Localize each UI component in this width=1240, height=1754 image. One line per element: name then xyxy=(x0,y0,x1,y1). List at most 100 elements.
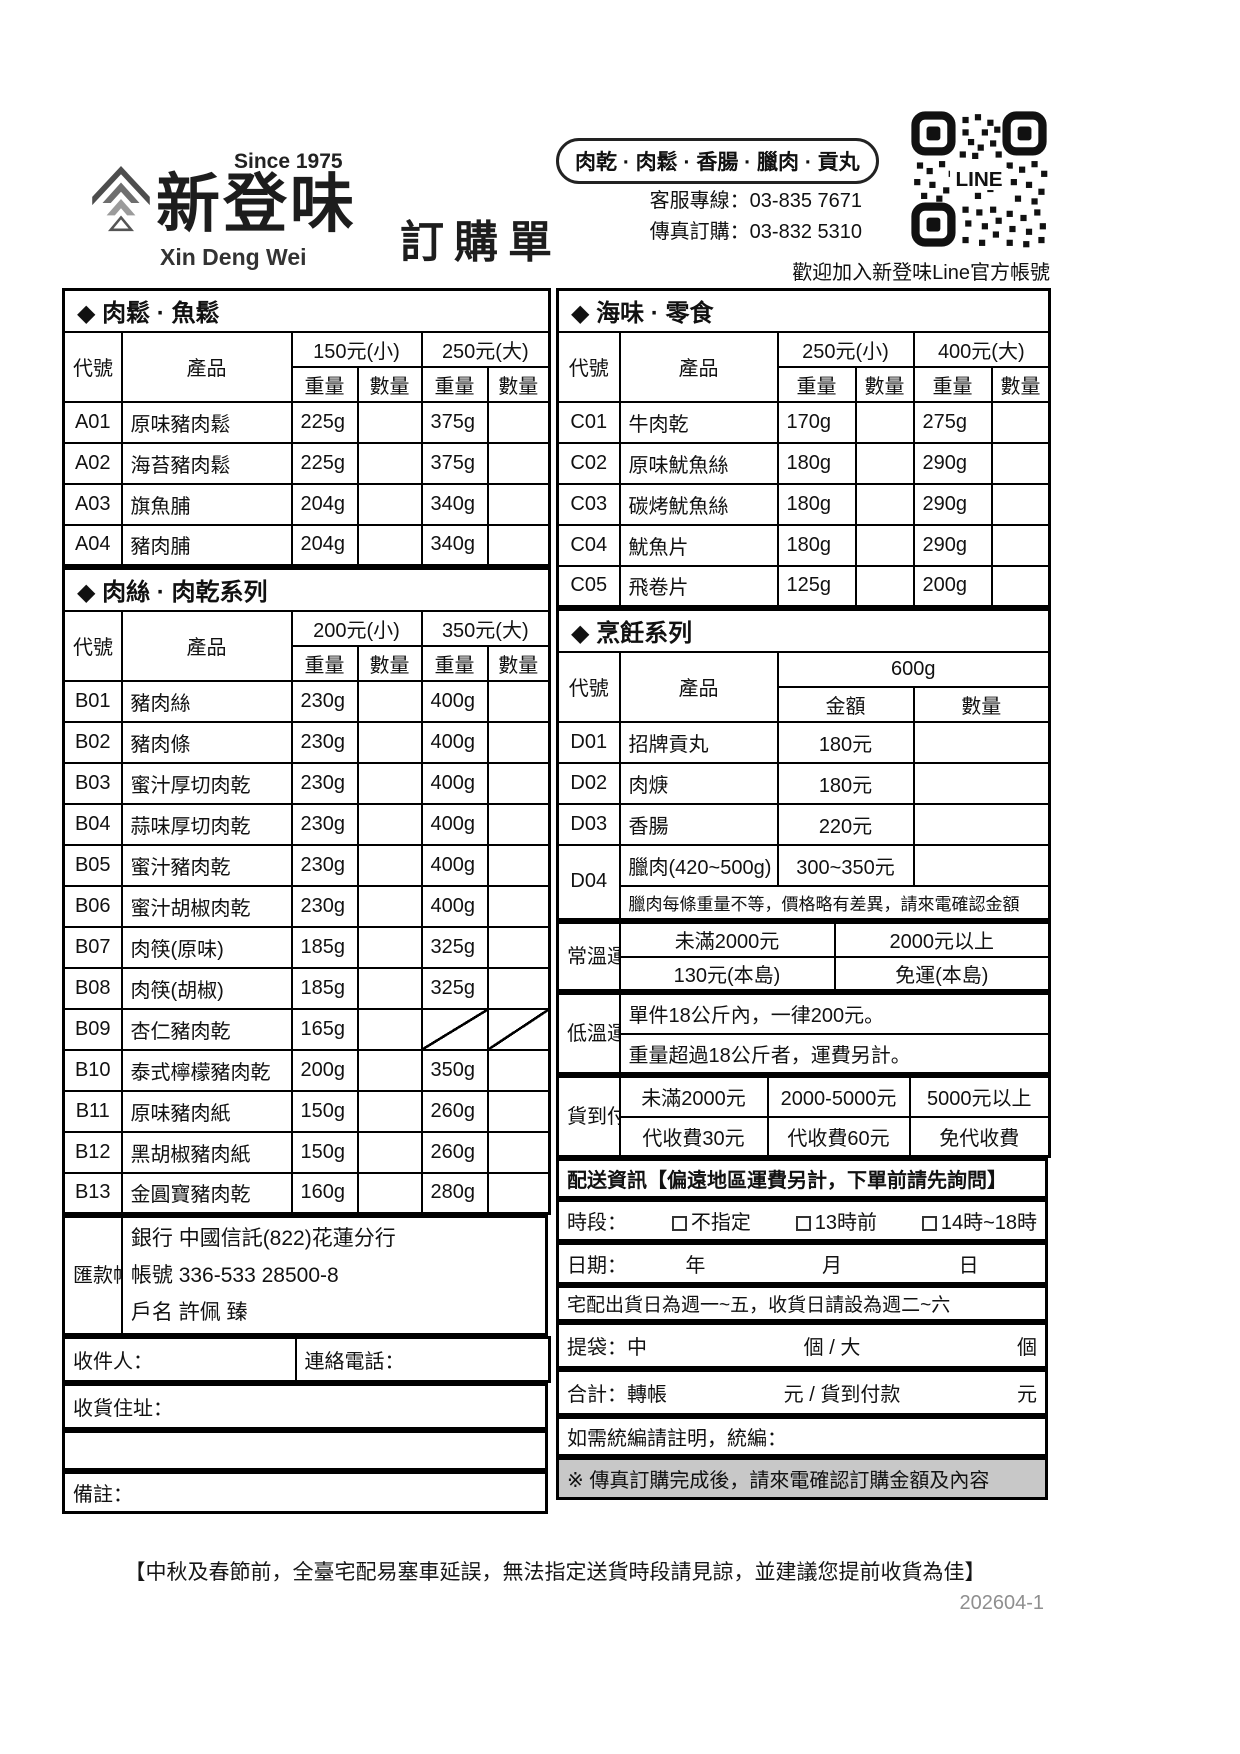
qty-small-cell[interactable] xyxy=(356,802,423,846)
weight-large-cell: 350g xyxy=(420,1048,489,1092)
qty-small-cell[interactable] xyxy=(356,1089,423,1133)
code-cell: D01 xyxy=(556,720,621,764)
qty-small-cell[interactable] xyxy=(356,1130,423,1174)
product-cell: 魷魚片 xyxy=(618,523,779,567)
header-price-small: 200元(小) xyxy=(290,609,423,647)
qty-cell[interactable] xyxy=(912,802,1051,846)
checkbox-before13[interactable] xyxy=(795,1216,811,1231)
normal-cond1: 未滿2000元 xyxy=(618,921,836,958)
qty-small-cell[interactable] xyxy=(356,400,423,444)
table-row: D04 臘肉(420~500g) 300~350元 xyxy=(556,843,1051,921)
cold-shipping-table: 低溫運費單件18公斤內，一律200元。 重量超過18公斤者，運費另計。 xyxy=(556,992,1051,1075)
product-cell: 蜜汁豬肉乾 xyxy=(120,843,293,887)
header-product: 產品 xyxy=(120,609,293,682)
weight-large-cell: 400g xyxy=(420,843,489,887)
header-code: 代號 xyxy=(62,609,123,682)
checkbox-14to18[interactable] xyxy=(921,1216,937,1231)
qty-small-cell[interactable] xyxy=(356,482,423,526)
blank-cell[interactable] xyxy=(62,1430,548,1471)
weight-small-cell: 180g xyxy=(776,523,857,567)
date-cell[interactable]: 日期： 年 月 日 xyxy=(556,1242,1048,1285)
total-cell[interactable]: 合計：轉帳 元 / 貨到付款 元 xyxy=(556,1369,1048,1416)
code-cell: B08 xyxy=(62,966,123,1010)
qty-small-cell[interactable] xyxy=(356,523,423,567)
bag-cell[interactable]: 提袋：中 個 / 大 個 xyxy=(556,1322,1048,1369)
weight-small-cell: 200g xyxy=(290,1048,359,1092)
address-field[interactable]: 收貨住址： xyxy=(62,1383,548,1430)
tax-id-field[interactable]: 如需統編請註明，統編： xyxy=(556,1416,1048,1457)
qty-large-cell[interactable] xyxy=(990,441,1051,485)
product-cell: 豬肉條 xyxy=(120,720,293,764)
table-row: A04 豬肉脯 204g 340g xyxy=(62,523,551,567)
product-cell: 蜜汁胡椒肉乾 xyxy=(120,884,293,928)
code-cell: B03 xyxy=(62,761,123,805)
time-option-before13-label: 13時前 xyxy=(814,1212,877,1234)
qty-small-cell[interactable] xyxy=(356,761,423,805)
qty-large-cell[interactable] xyxy=(486,482,551,526)
category-pill: 肉乾 · 肉鬆 · 香腸 · 臘肉 · 貢丸 xyxy=(556,138,879,184)
qty-large-cell[interactable] xyxy=(486,761,551,805)
qty-large-cell[interactable] xyxy=(486,843,551,887)
code-cell: C04 xyxy=(556,523,621,567)
qty-large-cell[interactable] xyxy=(486,679,551,723)
qty-small-cell[interactable] xyxy=(854,482,915,526)
qty-large-cell[interactable] xyxy=(486,884,551,928)
qty-small-cell[interactable] xyxy=(854,523,915,567)
header-weight: 重量 xyxy=(420,365,489,403)
product-cell: 豬肉脯 xyxy=(120,523,293,567)
normal-shipping-table: 常溫運費未滿2000元2000元以上 130元(本島)免運(本島) xyxy=(556,921,1051,992)
qty-large-cell[interactable] xyxy=(990,523,1051,567)
header-qty: 數量 xyxy=(486,365,551,403)
qty-large-cell[interactable] xyxy=(486,400,551,444)
recipient-row: 收件人： 連絡電話： xyxy=(62,1336,551,1383)
product-cell: 旗魚脯 xyxy=(120,482,293,526)
weight-large-cell: 290g xyxy=(912,523,993,567)
table-row: B11 原味豬肉紙 150g 260g xyxy=(62,1089,551,1133)
qty-small-cell[interactable] xyxy=(854,441,915,485)
qty-small-cell[interactable] xyxy=(356,1048,423,1092)
form-title: 訂購單 xyxy=(400,218,562,267)
qty-small-cell[interactable] xyxy=(356,966,423,1010)
qty-cell[interactable] xyxy=(912,761,1051,805)
qty-small-cell[interactable] xyxy=(356,720,423,764)
qty-large-cell[interactable] xyxy=(486,1048,551,1092)
no-large-size-cell xyxy=(486,1007,551,1051)
qty-large-cell[interactable] xyxy=(486,925,551,969)
table-row: B06 蜜汁胡椒肉乾 230g 400g xyxy=(62,884,551,928)
checkbox-any[interactable] xyxy=(671,1216,687,1231)
table-row: B08 肉筷(胡椒) 185g 325g xyxy=(62,966,551,1010)
qty-small-cell[interactable] xyxy=(356,843,423,887)
qty-small-cell[interactable] xyxy=(854,400,915,444)
notes-field[interactable]: 備註： xyxy=(62,1471,548,1514)
weight-large-cell: 400g xyxy=(420,679,489,723)
qty-small-cell[interactable] xyxy=(356,1007,423,1051)
code-cell: C01 xyxy=(556,400,621,444)
table-row: B07 肉筷(原味) 185g 325g xyxy=(62,925,551,969)
qty-large-cell[interactable] xyxy=(486,720,551,764)
qty-large-cell[interactable] xyxy=(486,441,551,485)
qty-large-cell[interactable] xyxy=(486,1130,551,1174)
qty-large-cell[interactable] xyxy=(486,1089,551,1133)
qty-small-cell[interactable] xyxy=(356,884,423,928)
total-row: 合計：轉帳 元 / 貨到付款 元 xyxy=(556,1369,1048,1416)
qty-large-cell[interactable] xyxy=(990,400,1051,444)
qty-large-cell[interactable] xyxy=(486,966,551,1010)
qty-large-cell[interactable] xyxy=(486,523,551,567)
qty-large-cell[interactable] xyxy=(990,482,1051,526)
qty-large-cell[interactable] xyxy=(990,564,1051,608)
phone-field[interactable]: 連絡電話： xyxy=(294,1336,551,1383)
qty-small-cell[interactable] xyxy=(356,1171,423,1215)
table-row: C01 牛肉乾 170g 275g xyxy=(556,400,1051,444)
header-weight: 重量 xyxy=(776,365,857,403)
qty-small-cell[interactable] xyxy=(356,441,423,485)
qty-small-cell[interactable] xyxy=(854,564,915,608)
qty-small-cell[interactable] xyxy=(356,679,423,723)
recipient-field[interactable]: 收件人： xyxy=(62,1336,297,1383)
qty-small-cell[interactable] xyxy=(356,925,423,969)
line-invite-text: 歡迎加入新登味Line官方帳號 xyxy=(792,262,1050,284)
qty-cell[interactable] xyxy=(912,720,1051,764)
qty-cell[interactable] xyxy=(912,843,1051,887)
qty-large-cell[interactable] xyxy=(486,802,551,846)
product-cell: 黑胡椒豬肉紙 xyxy=(120,1130,293,1174)
qty-large-cell[interactable] xyxy=(486,1171,551,1215)
